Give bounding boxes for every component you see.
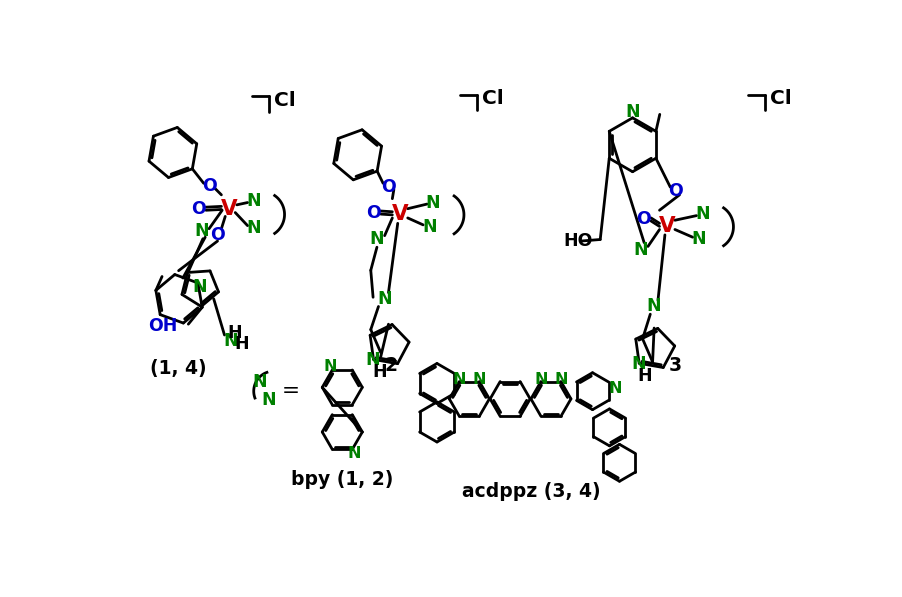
Text: N: N — [426, 193, 440, 211]
Text: O: O — [667, 182, 682, 200]
Text: N: N — [253, 373, 267, 391]
Text: N: N — [324, 359, 337, 374]
Text: HO: HO — [563, 232, 592, 250]
Text: N: N — [630, 355, 645, 373]
Text: N: N — [346, 446, 360, 461]
Text: OH: OH — [148, 318, 178, 336]
Text: H: H — [372, 363, 386, 381]
Text: O: O — [190, 200, 206, 218]
Text: N: N — [646, 297, 660, 315]
Text: N: N — [608, 381, 621, 396]
Text: N: N — [421, 218, 437, 236]
Text: H: H — [227, 324, 242, 343]
Text: O: O — [635, 211, 650, 229]
Text: Cl: Cl — [769, 89, 790, 108]
Text: N: N — [246, 192, 261, 210]
Text: V: V — [220, 199, 237, 219]
Text: N: N — [691, 230, 705, 248]
Text: Cl: Cl — [273, 91, 295, 110]
Text: V: V — [391, 204, 408, 224]
Text: N: N — [365, 352, 380, 370]
Text: N: N — [262, 392, 276, 410]
Text: N: N — [246, 219, 261, 237]
Text: N: N — [377, 290, 391, 308]
Text: N: N — [534, 372, 548, 387]
Text: 2: 2 — [384, 356, 397, 376]
Text: acdppz (3, 4): acdppz (3, 4) — [461, 482, 600, 501]
Text: bpy (1, 2): bpy (1, 2) — [290, 470, 393, 489]
Text: N: N — [369, 230, 384, 248]
Text: N: N — [554, 372, 567, 387]
Text: H: H — [637, 367, 651, 385]
Text: (1, 4): (1, 4) — [150, 359, 207, 377]
Text: O: O — [201, 177, 216, 195]
Text: N: N — [452, 372, 465, 387]
Text: N: N — [624, 103, 640, 121]
Text: N: N — [192, 278, 207, 296]
Text: V: V — [658, 216, 675, 236]
Text: N: N — [223, 332, 238, 350]
Text: Cl: Cl — [481, 89, 502, 108]
Text: N: N — [695, 205, 709, 223]
Text: O: O — [365, 204, 380, 221]
Text: H: H — [235, 336, 249, 353]
Text: N: N — [194, 222, 208, 240]
Text: N: N — [632, 241, 647, 259]
Text: O: O — [210, 226, 225, 244]
Text: O: O — [381, 178, 395, 196]
Text: 3: 3 — [667, 356, 681, 376]
Text: =: = — [281, 381, 299, 401]
Text: N: N — [472, 372, 485, 387]
